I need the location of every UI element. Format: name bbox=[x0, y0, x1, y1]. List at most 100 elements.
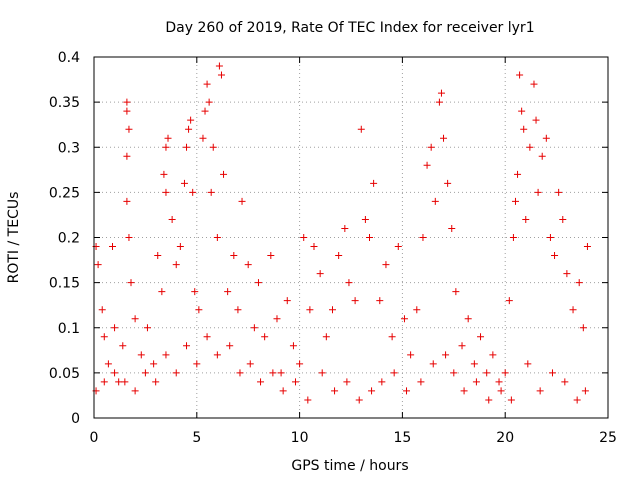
data-point bbox=[413, 306, 421, 314]
data-point bbox=[400, 315, 408, 323]
data-point bbox=[213, 234, 221, 241]
data-point bbox=[440, 134, 448, 142]
data-point bbox=[520, 125, 528, 133]
data-point bbox=[269, 369, 277, 377]
data-point bbox=[316, 270, 324, 278]
data-point bbox=[388, 333, 396, 341]
data-point bbox=[217, 71, 225, 79]
data-point bbox=[437, 89, 445, 97]
data-point bbox=[472, 378, 480, 386]
data-point bbox=[470, 360, 478, 368]
data-point bbox=[328, 306, 336, 314]
data-point bbox=[193, 360, 201, 368]
data-point bbox=[257, 378, 265, 386]
data-point bbox=[378, 378, 386, 386]
data-point bbox=[551, 252, 559, 260]
x-tick-label: 15 bbox=[393, 430, 411, 446]
data-point bbox=[111, 369, 119, 377]
y-tick-label: 0.1 bbox=[58, 321, 80, 337]
data-point bbox=[224, 288, 232, 296]
data-point bbox=[199, 134, 207, 142]
data-point bbox=[246, 360, 254, 368]
data-point bbox=[489, 351, 497, 359]
data-point bbox=[561, 378, 569, 386]
data-point bbox=[277, 369, 285, 377]
x-tick-label: 10 bbox=[291, 430, 309, 446]
data-point bbox=[497, 387, 505, 395]
data-point bbox=[137, 351, 145, 359]
data-point bbox=[131, 387, 139, 395]
data-point bbox=[518, 107, 526, 115]
data-point bbox=[230, 252, 238, 260]
data-point bbox=[366, 234, 374, 241]
data-point bbox=[244, 261, 252, 269]
data-point bbox=[123, 107, 131, 115]
data-point bbox=[111, 324, 119, 332]
data-point bbox=[507, 396, 515, 404]
data-point bbox=[220, 170, 228, 178]
data-point bbox=[164, 134, 172, 142]
data-point bbox=[150, 360, 158, 368]
y-tick-label: 0.35 bbox=[49, 95, 80, 111]
data-point bbox=[207, 188, 215, 196]
data-point bbox=[94, 261, 102, 269]
data-point bbox=[306, 306, 314, 314]
data-point bbox=[477, 333, 485, 341]
data-point bbox=[569, 306, 577, 314]
data-point bbox=[158, 288, 166, 296]
data-point bbox=[283, 297, 291, 305]
data-point bbox=[509, 234, 517, 241]
data-point bbox=[279, 387, 287, 395]
data-point bbox=[304, 396, 312, 404]
data-point bbox=[195, 306, 203, 314]
data-point bbox=[343, 378, 351, 386]
data-point bbox=[581, 387, 589, 395]
data-point bbox=[318, 369, 326, 377]
data-point bbox=[575, 279, 583, 287]
data-point bbox=[579, 324, 587, 332]
data-point bbox=[511, 197, 519, 205]
data-point bbox=[213, 351, 221, 359]
data-point bbox=[485, 396, 493, 404]
data-point bbox=[370, 179, 378, 187]
data-point bbox=[345, 279, 353, 287]
data-point bbox=[464, 315, 472, 323]
data-point bbox=[516, 71, 524, 79]
y-tick-label: 0.05 bbox=[49, 366, 80, 382]
data-point bbox=[452, 288, 460, 296]
data-point bbox=[267, 252, 275, 260]
data-point bbox=[419, 234, 427, 241]
y-tick-label: 0.4 bbox=[58, 50, 80, 66]
x-tick-label: 5 bbox=[192, 430, 201, 446]
data-point bbox=[526, 143, 534, 151]
data-point bbox=[172, 261, 180, 269]
data-point bbox=[183, 143, 191, 151]
data-point bbox=[104, 360, 112, 368]
data-point bbox=[423, 161, 431, 169]
data-point bbox=[273, 315, 281, 323]
data-point bbox=[123, 152, 131, 160]
data-point bbox=[505, 297, 513, 305]
data-point bbox=[573, 396, 581, 404]
data-point bbox=[183, 342, 191, 350]
data-point bbox=[291, 378, 299, 386]
data-point bbox=[127, 279, 135, 287]
data-point bbox=[341, 224, 349, 232]
data-point bbox=[548, 369, 556, 377]
data-point bbox=[234, 306, 242, 314]
data-point bbox=[201, 107, 209, 115]
data-point bbox=[427, 143, 435, 151]
data-point bbox=[542, 134, 550, 142]
data-point bbox=[191, 288, 199, 296]
data-point bbox=[394, 243, 402, 251]
data-point bbox=[442, 351, 450, 359]
y-tick-label: 0.2 bbox=[58, 231, 80, 247]
data-point bbox=[368, 387, 376, 395]
data-point bbox=[310, 243, 318, 251]
data-point bbox=[483, 369, 491, 377]
data-point bbox=[322, 333, 330, 341]
data-point bbox=[536, 387, 544, 395]
data-point bbox=[238, 197, 246, 205]
data-point bbox=[254, 279, 262, 287]
data-point bbox=[559, 215, 567, 223]
